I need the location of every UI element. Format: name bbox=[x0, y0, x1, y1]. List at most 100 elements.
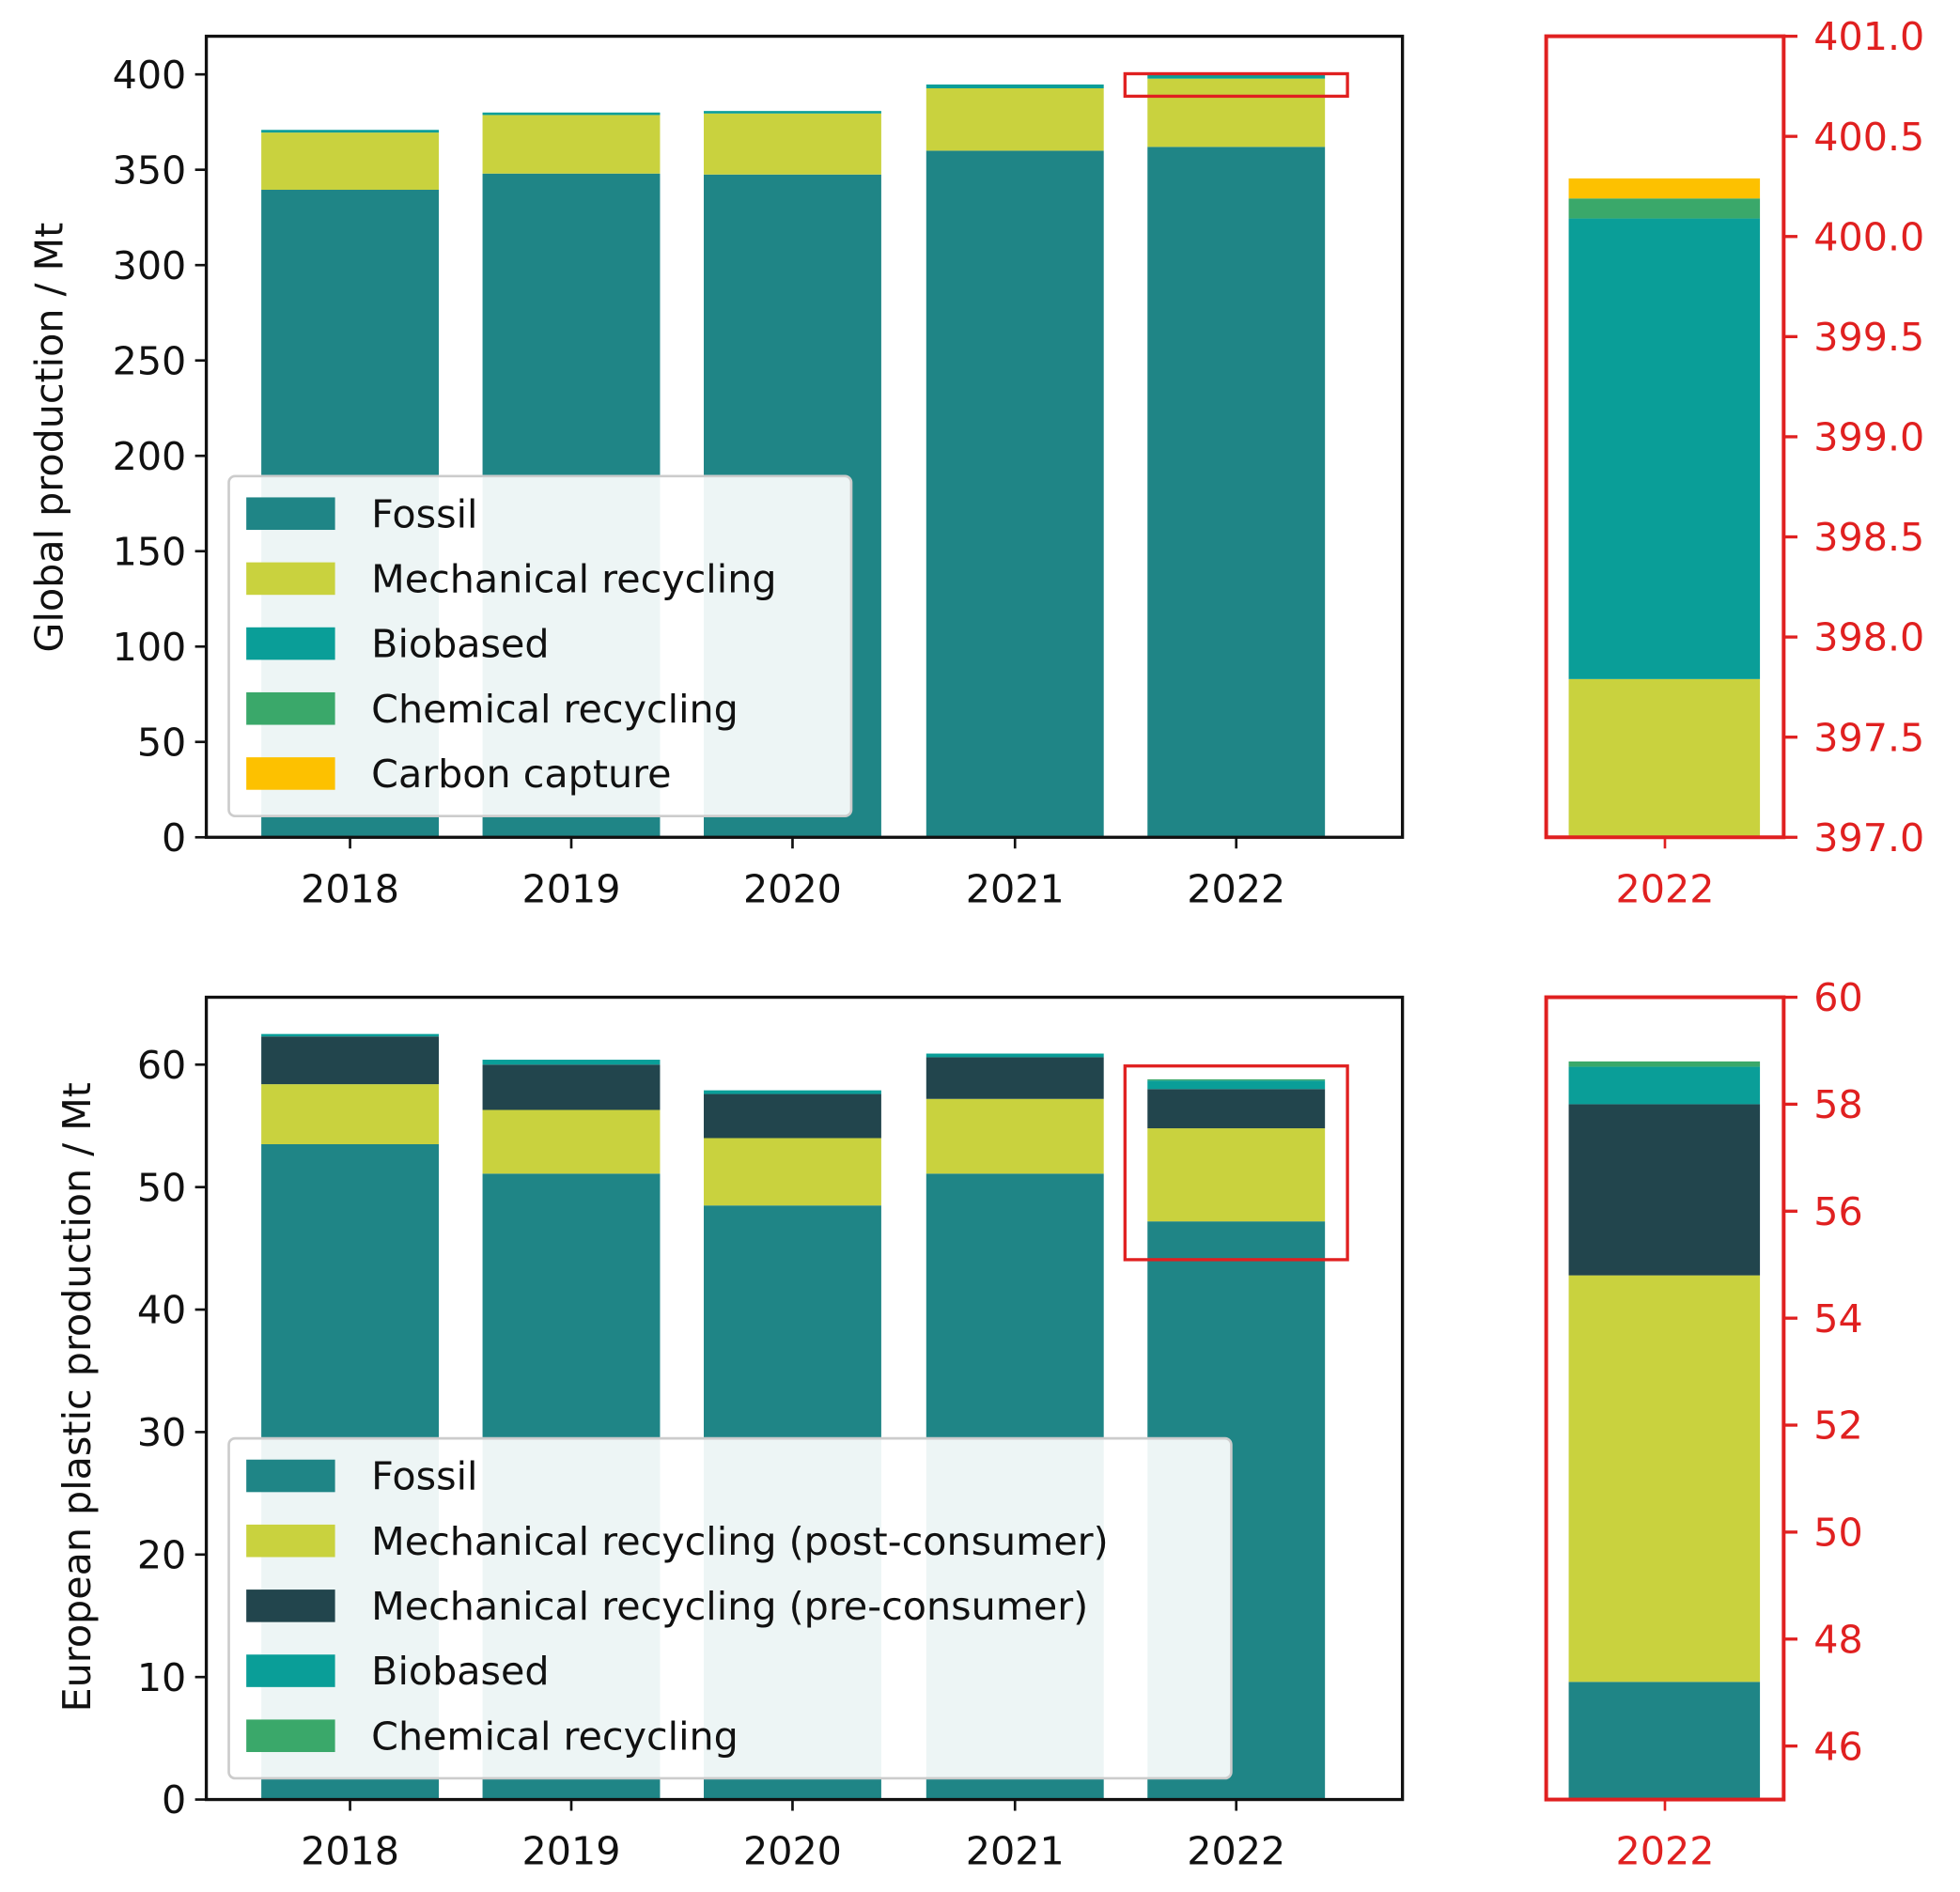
inset-bar-segment-mech_pre bbox=[1568, 1104, 1761, 1276]
inset-y-tick-label: 46 bbox=[1813, 1724, 1862, 1769]
legend-swatch-chem bbox=[246, 691, 335, 725]
legend-box bbox=[227, 1436, 1233, 1780]
global-production-panel: 0 50 100 150 200 250 300 350 400 2018 2019 2020 2021… bbox=[27, 14, 1925, 911]
inset-y-tick-label: 401.0 bbox=[1813, 14, 1924, 59]
legend-label: Biobased bbox=[371, 1649, 549, 1694]
y-tick-label: 0 bbox=[162, 815, 186, 861]
inset-y-tick-label: 399.5 bbox=[1813, 315, 1924, 360]
zoom-highlight-box bbox=[1123, 71, 1349, 99]
y-tick-label: 30 bbox=[137, 1410, 186, 1455]
y-tick-label: 0 bbox=[162, 1777, 186, 1822]
bar-segment-mech bbox=[704, 1138, 881, 1206]
inset-bar-segment-bio bbox=[1568, 218, 1761, 679]
bar-segment-mech bbox=[482, 1109, 661, 1174]
bar-segment-mech_pre bbox=[1147, 1089, 1326, 1129]
inset-bar-segment-carbon bbox=[1568, 178, 1761, 199]
x-tick-label: 2021 bbox=[966, 866, 1065, 911]
x-tick-label: 2019 bbox=[522, 1829, 621, 1874]
inset-2022: 46 48 50 52 54 56 58 60 2022 bbox=[1544, 975, 1863, 1874]
zoom-highlight-box bbox=[1123, 1064, 1349, 1262]
inset-y-tick-label: 50 bbox=[1813, 1511, 1862, 1556]
bar-segment-bio bbox=[1147, 1080, 1326, 1090]
legend-swatch-bio bbox=[246, 1654, 335, 1687]
x-tick-label: 2022 bbox=[1187, 866, 1285, 911]
bar-segment-mech bbox=[482, 115, 661, 174]
y-tick-label: 400 bbox=[113, 53, 187, 98]
x-tick-label: 2018 bbox=[301, 1829, 399, 1874]
y-tick-label: 150 bbox=[113, 529, 187, 574]
inset-y-tick-label: 398.5 bbox=[1813, 515, 1924, 560]
legend-label: Chemical recycling bbox=[371, 1714, 739, 1759]
bar-segment-mech bbox=[1147, 78, 1326, 147]
legend-swatch-mech bbox=[246, 562, 335, 596]
legend-label: Mechanical recycling (post-consumer) bbox=[371, 1519, 1109, 1564]
legend-label: Fossil bbox=[371, 1454, 477, 1499]
inset-x-tick-label: 2022 bbox=[1616, 1829, 1715, 1874]
bar-segment-bio bbox=[261, 130, 440, 133]
legend: Fossil Mechanical recycling (post-consume… bbox=[227, 1436, 1233, 1780]
bar-segment-mech bbox=[704, 113, 881, 175]
bar-segment-mech_pre bbox=[261, 1036, 440, 1085]
inset-y-tick-label: 397.0 bbox=[1813, 815, 1924, 861]
bar-segment-mech_pre bbox=[482, 1064, 661, 1110]
y-tick-label: 350 bbox=[113, 147, 187, 193]
inset-y-tick-label: 398.0 bbox=[1813, 615, 1924, 660]
bar-segment-mech bbox=[261, 1084, 440, 1145]
inset-bar-segment-chem bbox=[1568, 1061, 1761, 1067]
legend-swatch-bio bbox=[246, 627, 335, 660]
inset-bar-segment-mech bbox=[1568, 1275, 1761, 1683]
bar-segment-mech_pre bbox=[704, 1093, 881, 1139]
inset-bar-segment-chem bbox=[1568, 198, 1761, 219]
axes-frame bbox=[204, 995, 1405, 1802]
legend-label: Carbon capture bbox=[371, 752, 671, 797]
bar-segment-bio bbox=[482, 112, 661, 116]
bar-segment-mech bbox=[1147, 1128, 1326, 1222]
inset-x-tick-label: 2022 bbox=[1616, 866, 1715, 911]
inset-y-tick-label: 397.5 bbox=[1813, 715, 1924, 760]
x-tick-label: 2021 bbox=[966, 1829, 1065, 1874]
y-tick-label: 10 bbox=[137, 1655, 186, 1700]
bar-segment-bio bbox=[926, 1053, 1104, 1058]
x-tick-label: 2018 bbox=[301, 866, 399, 911]
inset-y-tick-label: 56 bbox=[1813, 1189, 1862, 1234]
bar-segment-bio bbox=[704, 111, 881, 114]
x-tick-label: 2019 bbox=[522, 866, 621, 911]
legend-swatch-fossil bbox=[246, 1459, 335, 1493]
bar-segment-bio bbox=[261, 1033, 440, 1037]
bar-segment-mech bbox=[926, 88, 1104, 151]
y-axis-label: European plastic production / Mt bbox=[54, 1082, 100, 1712]
bar-segment-chem bbox=[1147, 1078, 1326, 1081]
inset-y-tick-label: 54 bbox=[1813, 1296, 1862, 1341]
y-tick-label: 200 bbox=[113, 434, 187, 479]
y-tick-label: 50 bbox=[137, 1165, 186, 1210]
legend-swatch-fossil bbox=[246, 497, 335, 531]
legend-label: Chemical recycling bbox=[371, 687, 739, 732]
bar-segment-mech_pre bbox=[926, 1057, 1104, 1099]
y-tick-label: 40 bbox=[137, 1288, 186, 1333]
inset-y-tick-label: 400.5 bbox=[1813, 115, 1924, 160]
x-tick-label: 2022 bbox=[1187, 1829, 1285, 1874]
inset-y-tick-label: 58 bbox=[1813, 1082, 1862, 1127]
legend-swatch-chem bbox=[246, 1719, 335, 1753]
y-tick-label: 50 bbox=[137, 720, 186, 765]
inset-y-tick-label: 60 bbox=[1813, 975, 1862, 1020]
bar-segment-mech bbox=[926, 1098, 1104, 1174]
bar-segment-bio bbox=[482, 1060, 661, 1065]
bar-segment-fossil bbox=[926, 150, 1104, 838]
legend-label: Mechanical recycling bbox=[371, 557, 776, 602]
inset-y-tick-label: 399.0 bbox=[1813, 415, 1924, 460]
legend-label: Fossil bbox=[371, 491, 477, 536]
bar-segment-mech bbox=[261, 132, 440, 191]
inset-bar-segment-mech bbox=[1568, 678, 1761, 838]
european-production-panel: 0 10 20 30 40 50 60 2018 2019 2020 2021 2022 Europea… bbox=[54, 975, 1863, 1874]
inset-y-tick-label: 400.0 bbox=[1813, 214, 1924, 259]
inset-bar-segment-bio bbox=[1568, 1066, 1761, 1105]
inset-y-tick-label: 48 bbox=[1813, 1617, 1862, 1662]
legend-label: Mechanical recycling (pre-consumer) bbox=[371, 1584, 1088, 1629]
y-tick-label: 20 bbox=[137, 1532, 186, 1577]
legend-label: Biobased bbox=[371, 622, 549, 667]
axes-frame bbox=[204, 34, 1405, 839]
bar-segment-bio bbox=[1147, 73, 1326, 79]
y-tick-label: 250 bbox=[113, 338, 187, 383]
legend-swatch-mech_pre bbox=[246, 1590, 335, 1622]
